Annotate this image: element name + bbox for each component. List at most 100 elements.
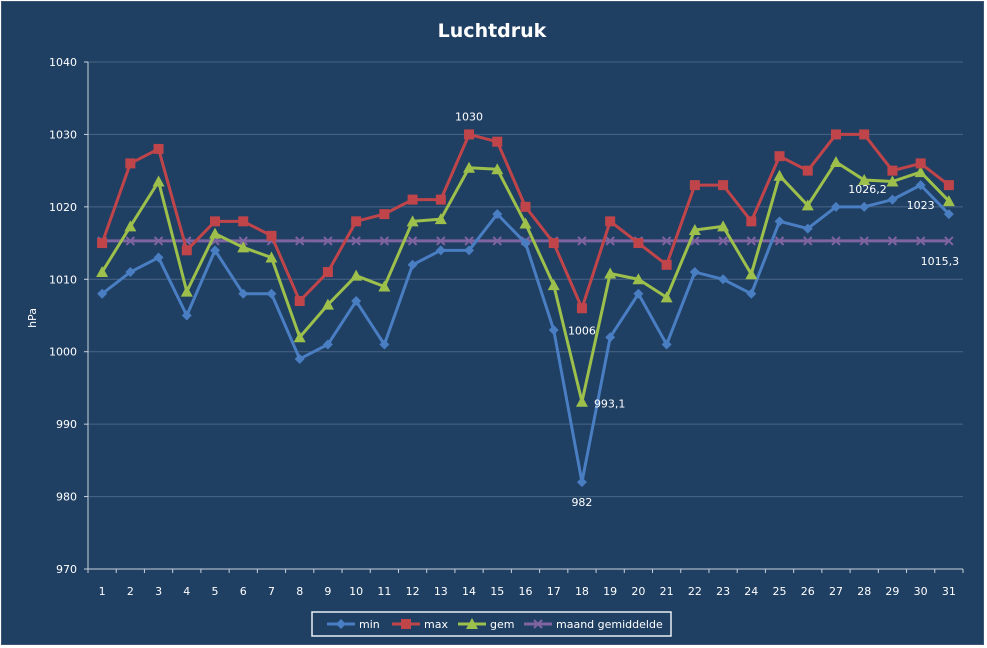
maand-gemiddelde-point xyxy=(774,236,785,246)
maand-gemiddelde-point xyxy=(125,236,136,246)
min-point xyxy=(802,223,813,234)
max-point xyxy=(859,129,870,140)
series-layer xyxy=(96,129,955,488)
legend-item-maand-gemiddelde: maand gemiddelde xyxy=(524,618,663,631)
max-point xyxy=(153,143,164,154)
gem-point xyxy=(152,175,165,187)
min-point xyxy=(746,288,757,299)
min-point xyxy=(351,296,362,307)
max-point xyxy=(633,238,644,249)
max-point xyxy=(802,165,813,176)
y-tick-label: 1020 xyxy=(49,201,77,214)
y-tick-label: 1030 xyxy=(49,128,77,141)
min-point xyxy=(520,238,531,249)
min-point xyxy=(210,245,221,256)
data-label: 1006 xyxy=(568,324,596,337)
gem-point xyxy=(547,279,560,291)
data-label: 1023 xyxy=(907,199,935,212)
data-label: 982 xyxy=(571,496,592,509)
gem-point xyxy=(858,174,871,186)
gem-point xyxy=(265,251,278,263)
x-tick-label: 30 xyxy=(914,585,928,598)
x-tick-label: 24 xyxy=(744,585,758,598)
max-point xyxy=(266,230,277,241)
gem-point xyxy=(829,155,842,167)
x-tick-label: 13 xyxy=(434,585,448,598)
x-tick-label: 18 xyxy=(575,585,589,598)
gem-point xyxy=(575,395,588,407)
data-label: 1015,3 xyxy=(921,255,960,268)
x-tick-label: 14 xyxy=(462,585,476,598)
max-point xyxy=(943,180,954,191)
x-tick-label: 2 xyxy=(127,585,134,598)
y-tick-label: 1000 xyxy=(49,346,77,359)
gem-point xyxy=(350,269,363,281)
x-tick-label: 22 xyxy=(688,585,702,598)
min-point xyxy=(379,339,390,350)
min-point xyxy=(464,245,475,256)
legend-item-min: min xyxy=(327,618,380,631)
max-point xyxy=(294,296,305,307)
min-point xyxy=(661,339,672,350)
max-point xyxy=(210,216,221,227)
maand-gemiddelde-point xyxy=(831,236,841,246)
max-point xyxy=(181,245,192,256)
y-tick-label: 980 xyxy=(56,491,77,504)
max-point xyxy=(605,216,616,227)
gem-point xyxy=(519,217,532,229)
maand-gemiddelde-point xyxy=(915,236,926,246)
gem-point xyxy=(124,220,137,232)
x-tick-label: 21 xyxy=(660,585,674,598)
y-tick-label: 990 xyxy=(56,418,77,431)
max-point xyxy=(464,129,475,140)
min-point xyxy=(294,353,305,364)
min-point xyxy=(492,209,503,220)
x-tick-label: 26 xyxy=(801,585,815,598)
min-point xyxy=(718,274,729,285)
gem-point xyxy=(914,166,927,178)
max-point xyxy=(435,194,446,205)
max-point xyxy=(746,216,757,227)
max-point xyxy=(322,267,333,278)
max-point xyxy=(830,129,841,140)
x-tick-label: 6 xyxy=(240,585,247,598)
x-tick-label: 29 xyxy=(885,585,899,598)
maand-gemiddelde-point xyxy=(238,236,248,246)
max-point xyxy=(718,180,729,191)
min-point xyxy=(887,194,898,205)
maand-gemiddelde-point xyxy=(323,236,333,246)
min-point xyxy=(322,339,333,350)
x-tick-label: 15 xyxy=(490,585,504,598)
min-point xyxy=(830,201,841,212)
x-tick-label: 31 xyxy=(942,585,956,598)
min-point xyxy=(915,180,926,191)
series-line-min xyxy=(101,183,950,484)
x-tick-label: 20 xyxy=(631,585,645,598)
max-point xyxy=(689,180,700,191)
max-point xyxy=(97,238,108,249)
x-tick-label: 11 xyxy=(377,585,391,598)
series-line-gem xyxy=(100,160,950,404)
gem-point xyxy=(378,280,391,292)
legend-box xyxy=(311,611,672,637)
data-label: 993,1 xyxy=(594,398,626,411)
gem-point xyxy=(660,291,673,303)
gem-point xyxy=(604,267,617,279)
x-tick-label: 7 xyxy=(268,585,275,598)
max-point xyxy=(887,165,898,176)
max-point xyxy=(351,216,362,227)
gridlines xyxy=(88,61,963,498)
min-point xyxy=(633,288,644,299)
max-point xyxy=(576,303,587,314)
gem-point xyxy=(463,161,476,173)
legend-label-min: min xyxy=(359,618,380,631)
data-label: 1026,2 xyxy=(848,183,887,196)
legend-label-max: max xyxy=(424,618,448,631)
max-point xyxy=(661,259,672,270)
data-labels: 1030 1006 993,1 982 1026,2 1023 1015,3 xyxy=(455,110,959,509)
x-tick-label: 3 xyxy=(155,585,162,598)
gem-point xyxy=(209,227,222,239)
